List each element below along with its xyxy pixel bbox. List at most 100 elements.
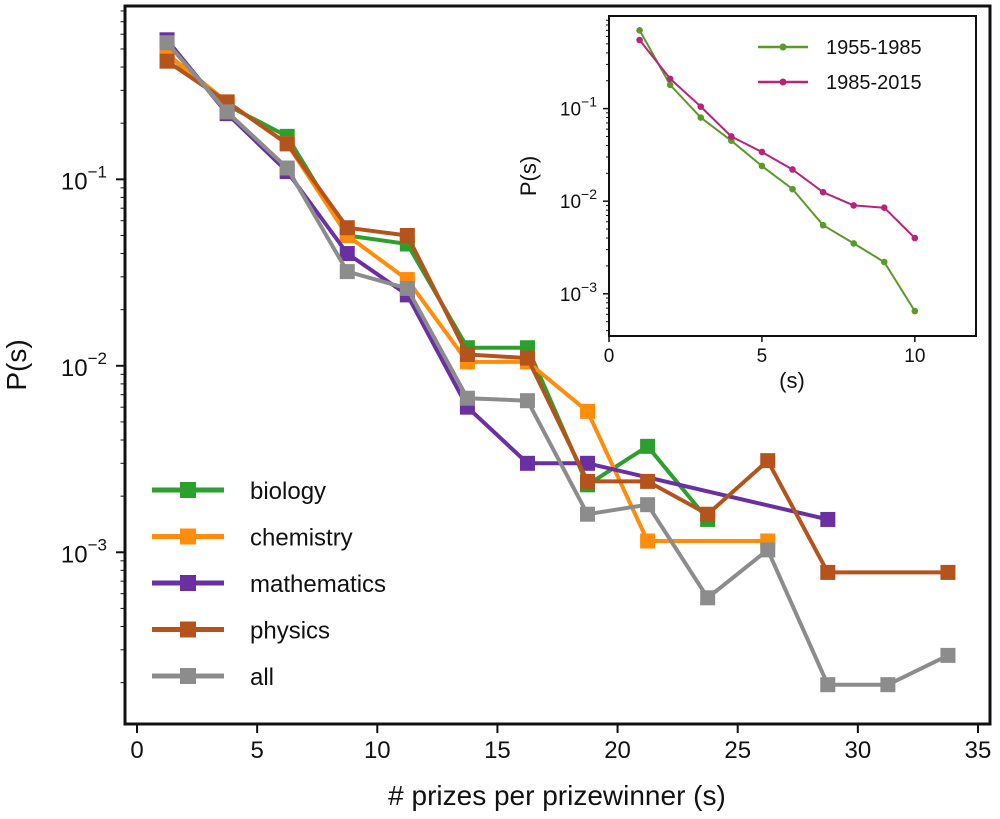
main-series-line-all (165, 41, 949, 687)
inset-data-point-1985-2015 (819, 188, 827, 196)
main-data-point-all (159, 35, 175, 51)
main-data-point-all (399, 280, 415, 296)
inset-x-tick-label: 10 (904, 346, 925, 367)
main-y-tick-label: 10−1 (61, 162, 107, 195)
inset-data-point-1955-1985 (758, 162, 766, 170)
main-x-tick-label: 35 (965, 737, 992, 764)
inset-x-axis-title: (s) (779, 368, 805, 393)
inset-series-1955-1985 (636, 27, 919, 315)
inset-data-point-1985-2015 (636, 36, 643, 44)
inset-x-tick-label: 0 (604, 346, 615, 367)
inset-x-tick-label: 5 (757, 346, 768, 367)
main-plot: 0 5 10 15 20 25 30 35 10−1 10−2 10−3 # prizes per… (1, 4, 992, 811)
main-data-point-physics (159, 53, 175, 69)
inset-y-tick-label: 10−1 (560, 94, 597, 121)
inset-legend-swatch-marker (779, 78, 787, 86)
main-legend-label: physics (250, 618, 330, 645)
main-x-axis-title: # prizes per prizewinner (s) (388, 780, 726, 811)
main-legend: biology chemistry mathematics physics all (152, 478, 386, 691)
main-series-physics (159, 53, 956, 580)
main-data-point-physics (339, 220, 355, 236)
inset-data-point-1985-2015 (697, 103, 705, 110)
main-legend-item-mathematics: mathematics (152, 571, 386, 598)
main-x-axis: 0 5 10 15 20 25 30 35 (130, 724, 991, 764)
inset-legend-item-1985-2015: 1985-2015 (758, 72, 922, 94)
inset-series-1985-2015 (636, 36, 919, 242)
inset-data-point-1985-2015 (758, 148, 766, 156)
main-data-point-mathematics (580, 455, 596, 471)
main-series-all (159, 35, 956, 693)
main-data-point-all (700, 590, 716, 606)
main-data-point-physics (640, 473, 656, 489)
inset-x-axis: 0 5 10 (604, 336, 925, 367)
main-data-point-all (880, 677, 896, 693)
inset-y-tick-label: 10−2 (560, 186, 597, 213)
inset-legend: 1955-1985 1985-2015 (758, 37, 922, 94)
main-data-point-biology (640, 438, 656, 454)
main-y-tick-label: 10−3 (61, 535, 107, 568)
inset-data-point-1955-1985 (666, 81, 674, 89)
inset-plot-background (609, 16, 976, 336)
inset-data-point-1955-1985 (911, 307, 919, 315)
main-data-point-all (640, 497, 656, 513)
main-x-tick-label: 0 (130, 737, 143, 764)
main-legend-swatch-marker (180, 482, 196, 498)
main-data-point-physics (760, 453, 776, 469)
inset-y-axis: 10−1 10−2 10−3 (560, 19, 609, 332)
main-legend-item-chemistry: chemistry (152, 525, 353, 552)
main-data-point-all (820, 677, 836, 693)
main-legend-label: all (250, 664, 274, 691)
inset-legend-item-1955-1985: 1955-1985 (758, 37, 922, 59)
inset-data-point-1985-2015 (789, 166, 796, 173)
inset-data-point-1985-2015 (850, 202, 857, 209)
inset-y-tick-label: 10−3 (560, 279, 597, 306)
main-legend-swatch-marker (180, 528, 196, 545)
inset-series-group (636, 27, 919, 315)
main-data-point-all (580, 506, 596, 522)
main-data-point-physics (459, 346, 475, 362)
main-data-point-all (339, 264, 355, 280)
main-data-point-mathematics (820, 511, 836, 527)
main-data-point-physics (580, 473, 596, 489)
main-y-tick-label: 10−2 (61, 349, 107, 382)
main-legend-label: mathematics (250, 571, 386, 598)
inset-legend-label: 1985-2015 (826, 72, 922, 94)
main-legend-label: chemistry (250, 525, 353, 552)
main-data-point-all (519, 393, 535, 409)
main-data-point-physics (399, 227, 415, 243)
inset-data-point-1985-2015 (880, 204, 888, 212)
main-legend-swatch-marker (180, 621, 196, 638)
main-legend-swatch-marker (180, 668, 196, 684)
main-y-axis-title: P(s) (1, 339, 32, 390)
main-data-point-all (760, 542, 776, 558)
main-data-point-mathematics (519, 455, 535, 471)
main-x-tick-label: 15 (484, 737, 511, 764)
main-x-tick-label: 20 (604, 737, 631, 764)
inset-data-point-1955-1985 (697, 114, 705, 121)
main-data-point-all (219, 104, 235, 120)
inset-data-point-1985-2015 (728, 133, 735, 140)
inset-data-point-1955-1985 (789, 185, 796, 193)
main-series-group (159, 32, 956, 693)
main-x-tick-label: 25 (724, 737, 751, 764)
inset-data-point-1985-2015 (666, 75, 674, 83)
inset-data-point-1955-1985 (880, 258, 888, 266)
main-data-point-chemistry (580, 403, 596, 419)
main-data-point-physics (279, 136, 295, 152)
main-legend-item-all: all (152, 664, 274, 691)
main-x-tick-label: 10 (364, 737, 391, 764)
main-data-point-physics (519, 350, 535, 366)
main-data-point-all (279, 160, 295, 176)
inset-plot-frame (608, 15, 977, 337)
inset-legend-swatch-marker (779, 43, 787, 51)
inset-y-axis-title: P(s) (516, 156, 541, 196)
main-legend-swatch-marker (180, 575, 196, 591)
inset-data-point-1955-1985 (636, 27, 643, 34)
main-data-point-mathematics (339, 246, 355, 262)
main-x-tick-label: 30 (844, 737, 871, 764)
main-data-point-all (940, 647, 956, 663)
main-legend-item-biology: biology (152, 478, 326, 505)
main-legend-label: biology (250, 478, 326, 505)
